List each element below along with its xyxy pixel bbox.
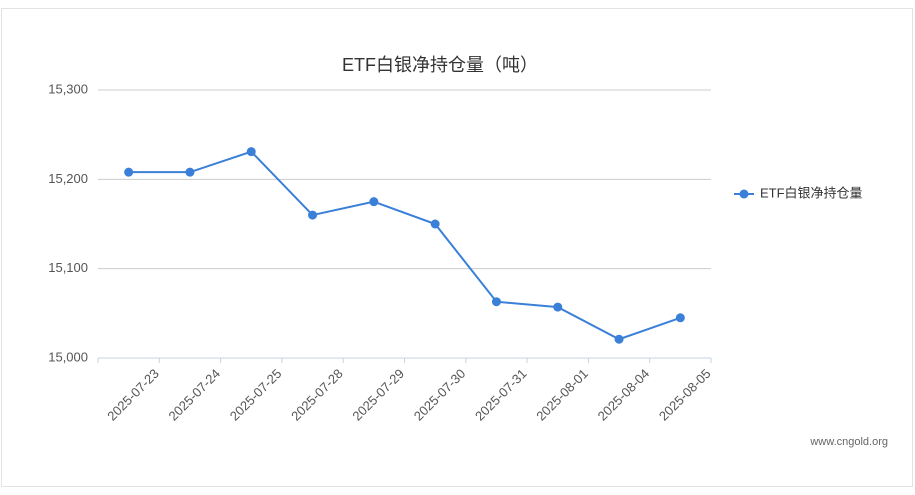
y-tick-label: 15,200	[48, 171, 88, 186]
y-tick-label: 15,000	[48, 349, 88, 364]
line	[128, 150, 681, 341]
point	[124, 167, 134, 177]
y-tick-label: 15,100	[48, 260, 88, 275]
point	[675, 313, 685, 323]
point	[308, 210, 318, 220]
point	[491, 297, 501, 307]
point	[246, 147, 256, 157]
point	[614, 334, 624, 344]
watermark: www.cngold.org	[809, 436, 888, 448]
point	[369, 197, 379, 207]
y-tick-label: 15,300	[48, 81, 88, 96]
point	[553, 302, 563, 312]
point	[185, 167, 195, 177]
point	[430, 219, 440, 229]
frame	[1, 8, 913, 487]
legend-marker	[739, 189, 749, 199]
chart-title: ETF白银净持仓量（吨）	[342, 55, 538, 75]
legend-label: ETF白银净持仓量	[760, 185, 863, 200]
